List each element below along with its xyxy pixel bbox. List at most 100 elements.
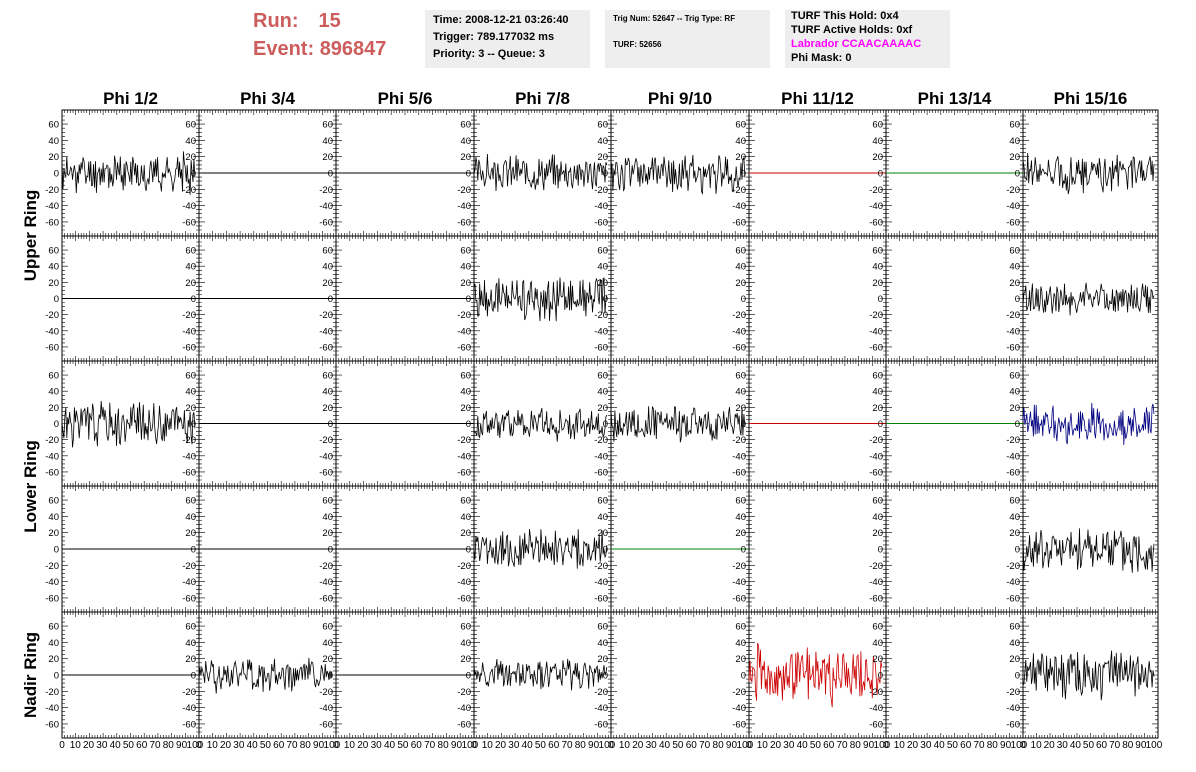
y-tick-label: -60: [869, 467, 883, 478]
y-tick-label: 40: [460, 387, 471, 398]
column-header: Phi 13/14: [918, 89, 992, 108]
x-tick-label: 70: [836, 740, 848, 751]
y-tick-label: 20: [1009, 528, 1020, 539]
trigger-text: Trigger: 789.177032 ms: [433, 31, 555, 43]
axis-ticks: [336, 612, 474, 738]
y-tick-label: -20: [182, 185, 196, 196]
y-tick-label: 60: [460, 246, 471, 257]
y-tick-label: -40: [457, 326, 471, 337]
y-tick-label: 0: [878, 169, 883, 180]
y-tick-label: -40: [319, 326, 333, 337]
y-tick-label: 20: [48, 403, 59, 414]
y-tick-label: -20: [1006, 687, 1020, 698]
y-tick-label: -40: [594, 201, 608, 212]
run-value: 15: [318, 10, 341, 32]
y-tick-label: -40: [1006, 577, 1020, 588]
y-tick-label: 20: [597, 403, 608, 414]
y-tick-label: -40: [182, 703, 196, 714]
time-info-panel: Time: 2008-12-21 03:26:40 Trigger: 789.1…: [425, 10, 590, 68]
y-tick-label: 40: [1009, 638, 1020, 649]
waveform-panel-frame: [885, 611, 1024, 739]
y-tick-label: -20: [182, 435, 196, 446]
y-tick-label: -20: [1006, 185, 1020, 196]
y-tick-label: 0: [878, 419, 883, 430]
x-tick-label: 70: [1109, 740, 1121, 751]
y-tick-label: -60: [594, 593, 608, 604]
waveform-trace: [1022, 402, 1155, 446]
axis-ticks: [199, 110, 336, 236]
y-tick-label: -20: [182, 310, 196, 321]
y-tick-label: 60: [597, 622, 608, 633]
x-tick-label: 10: [1031, 740, 1043, 751]
y-tick-label: 40: [597, 387, 608, 398]
y-tick-label: 20: [322, 152, 333, 163]
column-header: Phi 5/6: [378, 89, 433, 108]
axis-ticks: [474, 486, 611, 612]
x-tick-label: 90: [176, 740, 188, 751]
x-tick-label: 0: [746, 740, 752, 751]
y-tick-label: -40: [457, 577, 471, 588]
trig-info-panel: Trig Num: 52647 -- Trig Type: RF TURF: 5…: [605, 10, 770, 68]
y-tick-label: -60: [45, 342, 59, 353]
y-tick-label: 0: [328, 545, 333, 556]
x-tick-label: 70: [149, 740, 161, 751]
y-tick-label: -40: [457, 451, 471, 462]
y-tick-label: -20: [1006, 561, 1020, 572]
waveform-trace: [1022, 282, 1155, 316]
y-tick-label: -60: [457, 593, 471, 604]
y-tick-label: -60: [45, 217, 59, 228]
x-tick-label: 90: [1135, 740, 1147, 751]
y-tick-label: 60: [185, 371, 196, 382]
y-tick-label: 40: [597, 638, 608, 649]
waveform-trace: [473, 528, 608, 569]
y-tick-label: 0: [54, 169, 59, 180]
y-tick-label: 60: [48, 496, 59, 507]
y-tick-label: 20: [322, 278, 333, 289]
y-tick-label: 60: [872, 246, 883, 257]
x-tick-label: 40: [110, 740, 122, 751]
x-tick-label: 80: [438, 740, 450, 751]
y-tick-label: -60: [732, 593, 746, 604]
y-tick-label: 0: [741, 169, 746, 180]
y-tick-label: -60: [45, 719, 59, 730]
y-tick-label: -60: [45, 467, 59, 478]
y-tick-label: 0: [878, 671, 883, 682]
y-tick-label: 20: [597, 528, 608, 539]
y-tick-label: 0: [603, 545, 608, 556]
y-tick-label: 60: [735, 120, 746, 131]
axis-ticks: [62, 361, 199, 486]
x-tick-label: 60: [548, 740, 560, 751]
y-tick-label: 60: [185, 120, 196, 131]
x-tick-label: 60: [823, 740, 835, 751]
waveform-trace: [61, 400, 196, 448]
axis-ticks: [474, 361, 611, 486]
y-tick-label: 60: [1009, 246, 1020, 257]
y-tick-label: 40: [1009, 136, 1020, 147]
axis-ticks: [749, 612, 886, 738]
y-tick-label: 0: [741, 419, 746, 430]
x-tick-label: 0: [59, 740, 65, 751]
x-tick-label: 100: [462, 740, 479, 751]
x-tick-label: 80: [713, 740, 725, 751]
y-tick-label: -60: [869, 217, 883, 228]
y-tick-label: -60: [319, 467, 333, 478]
y-tick-label: -60: [869, 342, 883, 353]
x-tick-label: 60: [686, 740, 698, 751]
waveform-trace: [473, 277, 608, 322]
y-tick-label: -40: [869, 451, 883, 462]
y-tick-label: -20: [182, 687, 196, 698]
x-tick-label: 50: [397, 740, 409, 751]
axis-ticks: [611, 110, 749, 236]
x-tick-label: 0: [471, 740, 477, 751]
x-tick-label: 40: [1070, 740, 1082, 751]
turf-active-holds-text: TURF Active Holds: 0xf: [791, 24, 913, 36]
x-tick-label: 0: [608, 740, 614, 751]
axis-ticks: [62, 236, 199, 361]
y-tick-label: 0: [54, 294, 59, 305]
waveform-trace: [198, 657, 333, 694]
y-tick-label: 60: [872, 496, 883, 507]
y-tick-label: 0: [54, 419, 59, 430]
y-tick-label: 40: [735, 638, 746, 649]
x-tick-label: 30: [371, 740, 383, 751]
x-tick-label: 20: [632, 740, 644, 751]
